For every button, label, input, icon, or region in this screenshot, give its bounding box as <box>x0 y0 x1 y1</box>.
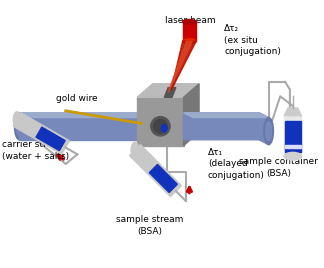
Ellipse shape <box>264 118 273 145</box>
Text: sample container
(BSA): sample container (BSA) <box>239 157 318 178</box>
Polygon shape <box>137 84 199 97</box>
Ellipse shape <box>15 113 24 140</box>
Text: gold wire: gold wire <box>56 94 98 103</box>
Polygon shape <box>183 22 196 41</box>
Ellipse shape <box>17 117 22 136</box>
Polygon shape <box>19 113 137 140</box>
Ellipse shape <box>13 112 21 127</box>
Polygon shape <box>171 41 196 91</box>
Polygon shape <box>284 116 302 156</box>
Polygon shape <box>285 145 301 148</box>
Polygon shape <box>284 108 302 116</box>
Polygon shape <box>137 97 184 146</box>
Text: Δτ₂
(ex situ
conjugation): Δτ₂ (ex situ conjugation) <box>224 24 281 57</box>
Text: carrier stream
(water + salts): carrier stream (water + salts) <box>2 140 69 161</box>
Polygon shape <box>130 145 181 196</box>
Polygon shape <box>36 127 65 151</box>
Ellipse shape <box>183 20 196 24</box>
Polygon shape <box>164 88 176 97</box>
Ellipse shape <box>154 120 167 133</box>
Ellipse shape <box>161 124 167 132</box>
Ellipse shape <box>183 39 196 44</box>
Text: Δτ₁
(delayed
conjugation): Δτ₁ (delayed conjugation) <box>208 147 265 180</box>
Polygon shape <box>13 113 69 154</box>
Polygon shape <box>168 41 192 92</box>
Text: sample stream
(BSA): sample stream (BSA) <box>116 215 183 236</box>
Text: laser beam: laser beam <box>165 16 216 25</box>
Ellipse shape <box>266 122 272 141</box>
Polygon shape <box>19 113 147 118</box>
Polygon shape <box>184 84 199 146</box>
Polygon shape <box>184 113 269 118</box>
Ellipse shape <box>284 152 302 160</box>
Ellipse shape <box>151 117 170 136</box>
Polygon shape <box>184 113 269 145</box>
Polygon shape <box>285 121 301 152</box>
Polygon shape <box>149 165 177 192</box>
Ellipse shape <box>131 142 139 158</box>
